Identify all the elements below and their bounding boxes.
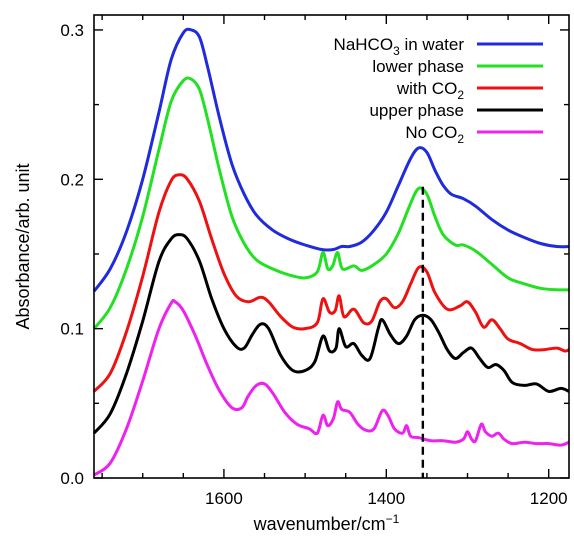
legend-label-1: NaHCO3 in water: [334, 35, 465, 58]
x-axis-label: wavenumber/cm−1: [253, 512, 400, 534]
x-tick-label: 1200: [530, 489, 568, 508]
x-tick-label: 1600: [205, 489, 243, 508]
series-line-3: [92, 173, 570, 393]
legend-label-2: lower phase: [372, 57, 464, 76]
series-line-2: [92, 76, 570, 330]
series-line-5: [93, 298, 570, 477]
y-tick-label: 0.1: [60, 320, 84, 339]
series-line-4: [92, 233, 570, 435]
legend-label-5: No CO2: [405, 123, 464, 146]
legend-text-tail: in water: [400, 35, 465, 54]
plot-frame: [93, 14, 570, 479]
legend-text: with CO: [396, 79, 457, 98]
legend-label-3: with CO2: [396, 79, 464, 102]
legend-label-4: upper phase: [369, 101, 464, 120]
legend-subscript: 2: [457, 88, 464, 102]
legend-subscript: 3: [393, 44, 400, 58]
legend-text: upper phase: [369, 101, 464, 120]
legend-subscript: 2: [457, 132, 464, 146]
legend-text: lower phase: [372, 57, 464, 76]
legend-text: NaHCO: [334, 35, 394, 54]
legend-text: No CO: [405, 123, 457, 142]
series-layer: [92, 27, 570, 477]
ticks-layer: 1600 1400 1200 0.0 0.1 0.2 0.3: [60, 15, 569, 508]
x-tick-label: 1400: [367, 489, 405, 508]
y-axis-label: Absorbance/arb. unit: [13, 163, 33, 329]
y-tick-label: 0.3: [60, 21, 84, 40]
x-axis-label-superscript: −1: [386, 512, 400, 526]
x-axis-label-main: wavenumber/cm: [253, 514, 386, 534]
series-line-1: [92, 27, 570, 293]
y-tick-label: 0.0: [60, 469, 84, 488]
y-tick-label: 0.2: [60, 170, 84, 189]
